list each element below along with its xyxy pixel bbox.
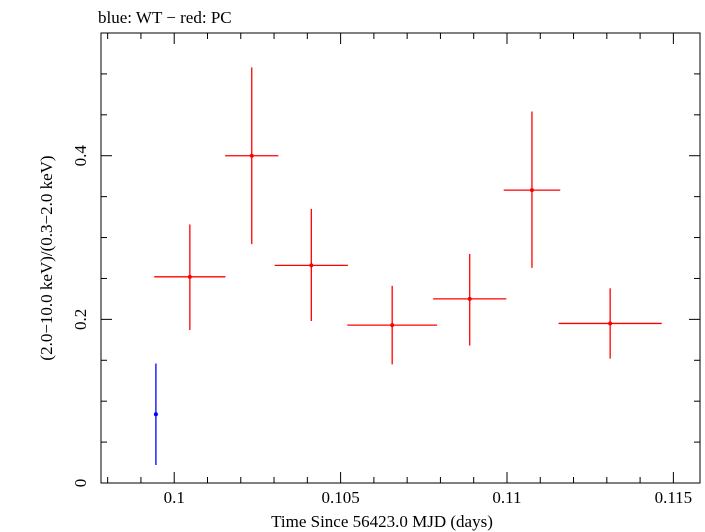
- data-point: [503, 111, 561, 268]
- y-tick-label: 0: [71, 479, 90, 488]
- point-marker: [249, 153, 254, 158]
- data-point: [225, 67, 279, 245]
- point-marker: [153, 412, 158, 417]
- point-marker: [187, 274, 192, 279]
- y-axis-tick-labels: 0 0.2 0.4: [71, 145, 90, 488]
- y-axis-label: (2.0−10.0 keV)/(0.3−2.0 keV): [37, 155, 56, 360]
- y-axis-ticks: [101, 32, 700, 484]
- x-tick-label: 0.115: [655, 488, 693, 507]
- data-point: [153, 363, 158, 465]
- y-tick-label: 0.2: [71, 309, 90, 330]
- x-axis-tick-labels: 0.1 0.105 0.11 0.115: [164, 488, 693, 507]
- point-marker: [309, 263, 314, 268]
- data-point: [433, 253, 507, 346]
- data-point: [274, 208, 348, 321]
- point-marker: [529, 188, 534, 193]
- data-point: [347, 285, 438, 365]
- y-tick-label: 0.4: [71, 145, 90, 167]
- x-axis-label: Time Since 56423.0 MJD (days): [271, 512, 493, 531]
- point-marker: [467, 296, 472, 301]
- data-point: [558, 288, 662, 359]
- chart-title: blue: WT − red: PC: [98, 8, 232, 27]
- data-point: [154, 224, 226, 330]
- x-tick-label: 0.105: [321, 488, 359, 507]
- x-axis-ticks: [107, 33, 674, 483]
- plot-frame: [100, 32, 701, 484]
- x-tick-label: 0.11: [492, 488, 521, 507]
- point-marker: [390, 323, 395, 328]
- data-series: [153, 67, 662, 465]
- x-tick-label: 0.1: [164, 488, 185, 507]
- point-marker: [608, 321, 613, 326]
